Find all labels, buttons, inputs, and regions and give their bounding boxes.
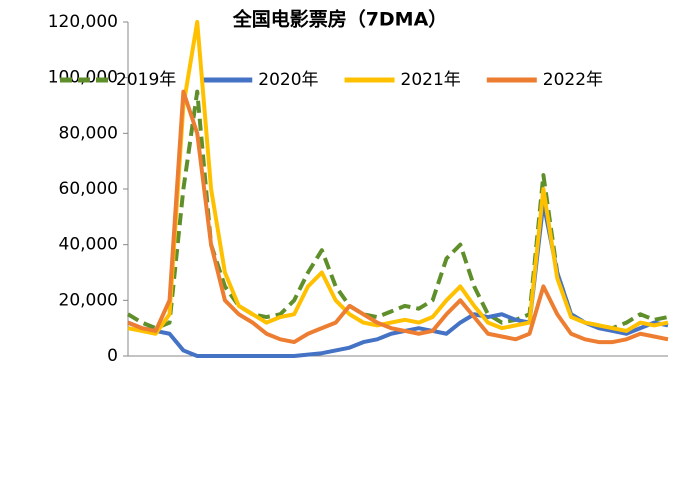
y-tick-label: 0 [107, 346, 118, 366]
y-tick-label: 60,000 [59, 179, 118, 199]
series-line [127, 89, 669, 345]
series-line [126, 89, 669, 331]
y-tick-label: 80,000 [59, 123, 118, 143]
series-line [127, 20, 669, 336]
legend-label: 2022年 [543, 70, 603, 90]
y-tick-label: 20,000 [59, 290, 118, 310]
chart-title: 全国电影票房（7DMA） [232, 8, 448, 31]
y-tick-label: 40,000 [59, 235, 118, 255]
legend-label: 2021年 [401, 70, 461, 90]
y-tick-label: 120,000 [48, 12, 118, 32]
legend-label: 2019年 [116, 70, 176, 90]
legend-label: 2020年 [258, 70, 318, 90]
